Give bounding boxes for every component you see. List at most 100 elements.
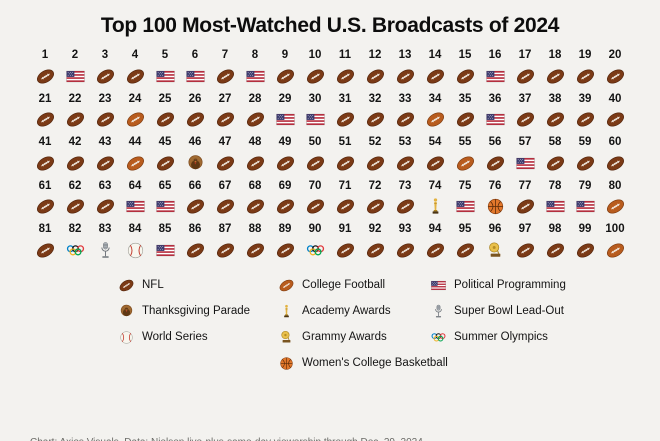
nfl-icon: [515, 196, 536, 217]
broadcast-rank-cell: 98: [540, 223, 570, 261]
broadcast-rank-cell: 7: [210, 49, 240, 87]
broadcast-rank-cell: 82: [60, 223, 90, 261]
rank-number: 33: [398, 92, 412, 105]
nfl-icon: [305, 66, 326, 87]
broadcast-rank-cell: 89: [270, 223, 300, 261]
broadcast-rank-cell: 86: [180, 223, 210, 261]
broadcast-rank-cell: 12: [360, 49, 390, 87]
broadcast-rank-cell: 54: [420, 136, 450, 174]
rank-number: 56: [488, 136, 502, 148]
legend-column: College Football Academy Awards Grammy Awa…: [278, 277, 448, 372]
nfl-icon: [605, 66, 626, 87]
broadcast-rank-cell: 52: [360, 136, 390, 174]
broadcast-rank-cell: 26: [180, 93, 210, 131]
broadcast-rank-cell: 97: [510, 223, 540, 261]
grammys-icon: [485, 240, 506, 261]
legend-item-leadout: Super Bowl Lead-Out: [430, 303, 566, 320]
rank-number: 67: [218, 179, 232, 192]
broadcast-rank-cell: 53: [390, 136, 420, 174]
rank-number: 51: [338, 136, 352, 148]
legend-label: Academy Awards: [302, 305, 391, 317]
broadcast-rank-cell: 8: [240, 49, 270, 87]
nfl-icon: [335, 196, 356, 217]
broadcast-rank-cell: 73: [390, 179, 420, 218]
rank-number: 30: [308, 92, 322, 105]
legend-label: Super Bowl Lead-Out: [454, 305, 564, 317]
rank-number: 48: [248, 136, 262, 148]
rank-number: 4: [131, 49, 139, 61]
rank-number: 82: [68, 223, 82, 235]
legend-item-political: Political Programming: [430, 277, 566, 294]
rank-number: 100: [605, 223, 625, 235]
broadcast-rank-cell: 91: [330, 223, 360, 261]
rank-number: 43: [98, 136, 112, 148]
leadout-icon: [430, 303, 447, 320]
rank-number: 60: [608, 136, 622, 148]
legend-label: NFL: [142, 279, 164, 291]
rank-number: 3: [101, 49, 109, 61]
worldseries-icon: [118, 329, 135, 346]
legend-item-nfl: NFL: [118, 277, 252, 294]
broadcast-rank-cell: 25: [150, 93, 180, 131]
nfl-icon: [275, 240, 296, 261]
broadcast-rank-cell: 55: [450, 136, 480, 174]
nfl-icon: [215, 196, 236, 217]
rank-number: 98: [548, 223, 562, 235]
nfl-icon: [395, 196, 416, 217]
legend: NFL Thanksgiving Parade World Series Colleg…: [118, 277, 660, 372]
rank-number: 29: [278, 92, 292, 105]
nfl-icon: [545, 240, 566, 261]
nfl-icon: [245, 196, 266, 217]
broadcast-rank-cell: 65: [150, 180, 180, 218]
nfl-icon: [575, 109, 596, 130]
source-note: Chart: Axios Visuals. Data: Nielsen live…: [30, 437, 423, 441]
rank-number: 90: [308, 223, 322, 235]
political-icon: [455, 196, 476, 217]
rank-number: 59: [578, 136, 592, 148]
broadcast-rank-cell: 41: [30, 136, 60, 174]
rank-number: 71: [338, 179, 352, 192]
broadcast-rank-cell: 95: [450, 223, 480, 261]
nfl-icon: [365, 240, 386, 261]
broadcast-rank-cell: 45: [150, 136, 180, 174]
rank-number: 83: [98, 223, 112, 235]
rank-number: 21: [38, 92, 52, 105]
nfl-icon: [455, 240, 476, 261]
broadcast-rank-cell: 35: [450, 93, 480, 131]
legend-item-olympics: Summer Olympics: [430, 329, 566, 346]
nfl-icon: [605, 153, 626, 174]
rank-number: 40: [608, 92, 622, 105]
rank-number: 93: [398, 223, 412, 235]
olympics-icon: [65, 240, 86, 261]
olympics-icon: [305, 240, 326, 261]
rank-number: 64: [128, 179, 142, 192]
broadcast-rank-cell: 18: [540, 49, 570, 87]
rank-number: 73: [398, 179, 412, 192]
wbb-icon: [485, 196, 506, 217]
rank-number: 87: [218, 223, 232, 235]
nfl-icon: [335, 66, 356, 87]
nfl-icon: [515, 109, 536, 130]
rank-number: 84: [128, 223, 142, 235]
broadcast-rank-cell: 43: [90, 136, 120, 174]
broadcast-rank-cell: 39: [570, 93, 600, 131]
broadcast-rank-cell: 46: [180, 136, 210, 174]
political-icon: [575, 196, 596, 217]
broadcast-rank-cell: 13: [390, 49, 420, 87]
broadcast-rank-cell: 50: [300, 136, 330, 174]
nfl-icon: [215, 240, 236, 261]
nfl-icon: [425, 153, 446, 174]
nfl-icon: [65, 153, 86, 174]
broadcast-rank-cell: 56: [480, 136, 510, 174]
political-icon: [155, 196, 176, 217]
broadcast-rank-cell: 42: [60, 136, 90, 174]
nfl-icon: [245, 153, 266, 174]
nfl-icon: [65, 109, 86, 130]
broadcast-rank-cell: 16: [480, 49, 510, 87]
political-icon: [185, 66, 206, 87]
broadcast-rank-cell: 5: [150, 49, 180, 87]
rank-number: 23: [98, 92, 112, 105]
legend-column: Political Programming Super Bowl Lead-Out…: [430, 277, 566, 346]
nfl-icon: [455, 66, 476, 87]
rank-number: 96: [488, 223, 502, 235]
